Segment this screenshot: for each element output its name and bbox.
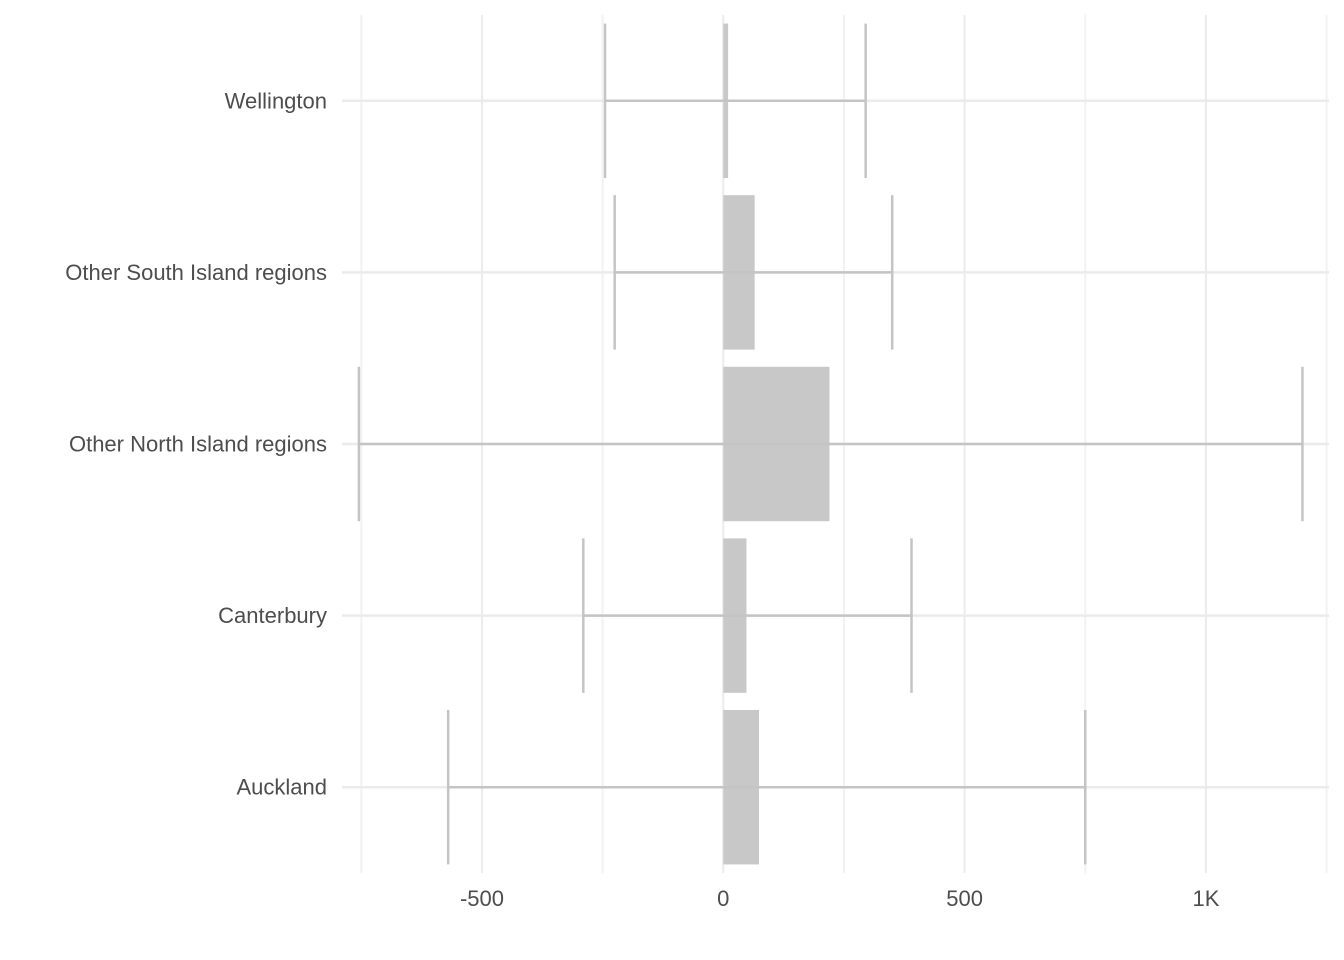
y-tick-label: Other South Island regions (65, 260, 327, 285)
x-tick-label: 500 (946, 886, 983, 911)
y-tick-label: Wellington (225, 88, 327, 113)
y-tick-label: Canterbury (218, 603, 327, 628)
error-bars (357, 23, 1304, 865)
y-tick-label: Auckland (236, 775, 327, 800)
x-tick-label: -500 (460, 886, 504, 911)
x-tick-label: 0 (717, 886, 729, 911)
x-tick-label: 1K (1192, 886, 1219, 911)
y-tick-label: Other North Island regions (69, 432, 327, 457)
y-axis-labels: Auckland Canterbury Other North Island reg… (65, 88, 327, 799)
x-axis-labels: -500 0 500 1K (460, 886, 1220, 911)
